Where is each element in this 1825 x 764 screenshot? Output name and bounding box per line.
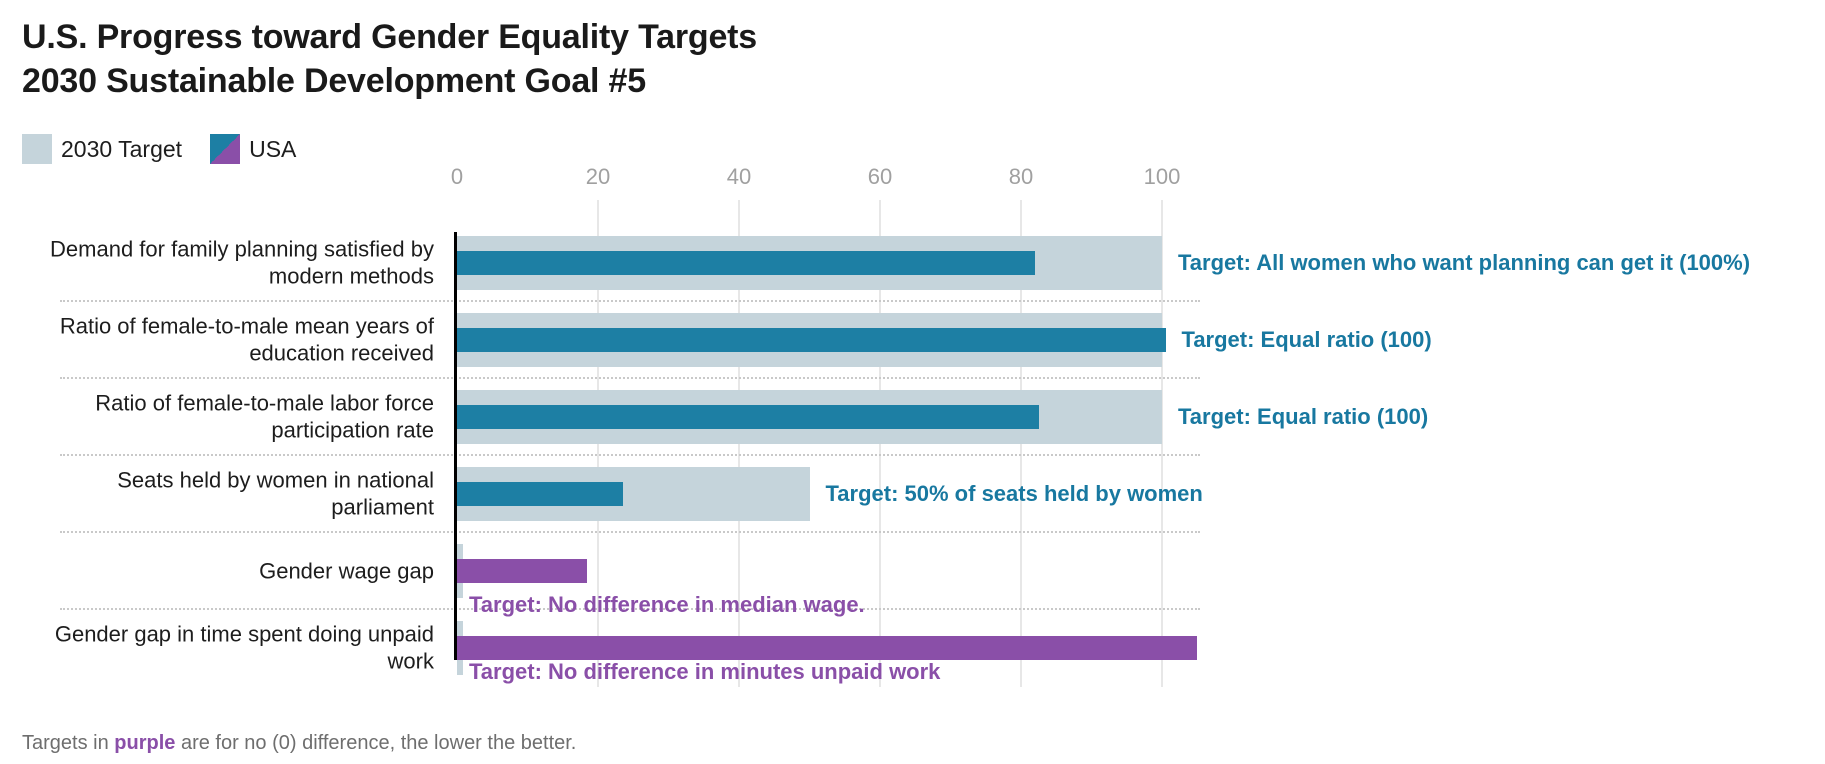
gridline (597, 200, 599, 687)
chart-row-unpaid-work-gap: Gender gap in time spent doing unpaid wo… (0, 609, 1825, 686)
row-separator (60, 300, 1200, 302)
footnote-suffix: are for no (0) difference, the lower the… (175, 732, 577, 754)
chart-row-wage-gap: Gender wage gap Target: No difference in… (0, 532, 1825, 617)
footnote-prefix: Targets in (22, 732, 115, 754)
category-label: Ratio of female-to-male mean years of ed… (59, 313, 434, 366)
row-plot-area: Target: Equal ratio (100) (457, 301, 1825, 378)
chart-rows: Demand for family planning satisfied by … (0, 224, 1825, 686)
row-plot-area: Target: All women who want planning can … (457, 224, 1825, 301)
usa-bar (457, 250, 1036, 275)
chart-title-line1: U.S. Progress toward Gender Equality Tar… (22, 18, 757, 56)
footnote-purple-highlight: purple (114, 732, 176, 754)
legend: 2030 Target USA (22, 134, 296, 164)
x-tick-label: 0 (450, 164, 464, 189)
gridline (879, 200, 881, 687)
usa-swatch-icon (210, 134, 241, 164)
usa-bar (457, 481, 623, 506)
y-axis-line (454, 232, 457, 660)
legend-item-target: 2030 Target (22, 134, 182, 164)
gridline (1020, 200, 1022, 687)
x-tick-label: 20 (585, 164, 611, 189)
usa-bar (457, 327, 1166, 352)
category-label: Demand for family planning satisfied by … (50, 236, 434, 289)
row-plot-area: Target: Equal ratio (100) (457, 378, 1825, 455)
x-tick-label: 60 (867, 164, 893, 189)
usa-bar (457, 404, 1039, 429)
target-annotation: Target: 50% of seats held by women (825, 480, 1203, 506)
category-label: Gender wage gap (259, 557, 434, 583)
usa-bar (457, 558, 588, 583)
chart-title: U.S. Progress toward Gender Equality Tar… (22, 16, 757, 103)
x-axis-ticks: 0 20 40 60 80 100 (0, 164, 1825, 192)
target-annotation: Target: Equal ratio (100) (1181, 326, 1432, 352)
target-annotation: Target: No difference in minutes unpaid … (469, 659, 941, 684)
x-tick-label: 40 (726, 164, 752, 189)
target-annotation: Target: Equal ratio (100) (1178, 403, 1429, 429)
row-separator (60, 454, 1200, 456)
row-separator (60, 377, 1200, 379)
gridline (1161, 200, 1163, 687)
usa-bar (457, 635, 1198, 660)
category-label: Seats held by women in national parliame… (117, 467, 434, 520)
gridlines (0, 200, 1825, 687)
row-separator (60, 608, 1200, 610)
x-tick-label: 80 (1008, 164, 1034, 189)
legend-usa-label: USA (249, 135, 297, 162)
target-annotation: Target: All women who want planning can … (1178, 249, 1751, 275)
chart-row-education-ratio: Ratio of female-to-male mean years of ed… (0, 301, 1825, 378)
x-tick-label: 100 (1143, 164, 1181, 189)
row-plot-area: Target: No difference in minutes unpaid … (457, 609, 1825, 686)
chart-row-parliament-seats: Seats held by women in national parliame… (0, 455, 1825, 532)
chart-row-family-planning: Demand for family planning satisfied by … (0, 224, 1825, 301)
legend-item-usa: USA (210, 134, 296, 164)
chart-title-line2: 2030 Sustainable Development Goal #5 (22, 61, 646, 100)
legend-target-label: 2030 Target (61, 135, 183, 162)
footnote: Targets in purple are for no (0) differe… (22, 732, 576, 755)
chart-row-labor-force-ratio: Ratio of female-to-male labor force part… (0, 378, 1825, 455)
category-label: Gender gap in time spent doing unpaid wo… (54, 621, 434, 674)
target-annotation: Target: No difference in median wage. (469, 592, 865, 617)
gridline (738, 200, 740, 687)
row-separator (60, 531, 1200, 533)
category-label: Ratio of female-to-male labor force part… (95, 390, 434, 443)
row-plot-area: Target: 50% of seats held by women (457, 455, 1825, 532)
row-plot-area: Target: No difference in median wage. (457, 532, 1825, 617)
target-swatch-icon (22, 134, 52, 164)
